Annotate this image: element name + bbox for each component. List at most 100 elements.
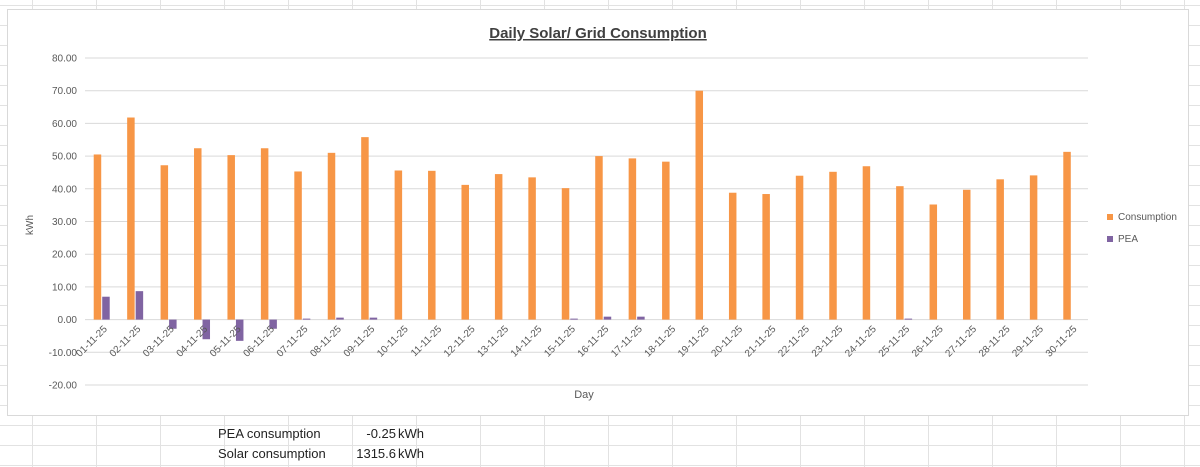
x-tick-label: 07-11-25 [275, 324, 311, 360]
bar-consumption-27-11-25[interactable] [962, 189, 971, 320]
x-axis: 01-11-2502-11-2503-11-2504-11-2505-11-25… [74, 324, 1079, 360]
bar-consumption-21-11-25[interactable] [762, 194, 770, 320]
bar-pea-08-11-25[interactable] [336, 317, 344, 320]
legend-swatch-pea [1107, 236, 1113, 242]
x-tick-label: 14-11-25 [509, 324, 545, 360]
bar-consumption-26-11-25[interactable] [929, 204, 938, 320]
y-tick-label: 20.00 [52, 250, 77, 261]
x-tick-label: 08-11-25 [308, 324, 344, 360]
gridlines [85, 57, 1088, 386]
bar-pea-16-11-25[interactable] [603, 316, 612, 320]
y-tick-label: 40.00 [52, 184, 77, 195]
x-tick-label: 28-11-25 [977, 324, 1013, 360]
x-tick-label: 23-11-25 [810, 324, 846, 360]
x-tick-label: 30-11-25 [1044, 324, 1080, 360]
bar-consumption-05-11-25[interactable] [227, 155, 235, 320]
bar-consumption-11-11-25[interactable] [428, 170, 436, 320]
bar-consumption-22-11-25[interactable] [795, 175, 804, 320]
bar-consumption-14-11-25[interactable] [528, 177, 536, 320]
bar-consumption-15-11-25[interactable] [561, 188, 570, 320]
bar-pea-01-11-25[interactable] [102, 296, 110, 320]
pea-consumption-label: PEA consumption [218, 426, 321, 441]
bar-consumption-28-11-25[interactable] [996, 179, 1004, 320]
x-tick-label: 10-11-25 [375, 324, 411, 360]
bar-pea-25-11-25[interactable] [904, 318, 913, 320]
bar-pea-04-11-25[interactable] [202, 319, 211, 340]
bar-consumption-07-11-25[interactable] [294, 171, 302, 320]
bar-consumption-04-11-25[interactable] [194, 148, 202, 320]
bar-consumption-01-11-25[interactable] [93, 154, 102, 320]
solar-consumption-row: Solar consumption 1315.6 kWh [212, 444, 448, 464]
bar-pea-07-11-25[interactable] [302, 318, 311, 320]
bar-pea-17-11-25[interactable] [637, 316, 645, 320]
x-tick-label: 26-11-25 [910, 324, 946, 360]
x-tick-label: 05-11-25 [208, 324, 244, 360]
x-tick-label: 20-11-25 [710, 324, 746, 360]
x-tick-label: 29-11-25 [1010, 324, 1046, 360]
x-tick-label: 21-11-25 [743, 324, 779, 360]
y-tick-label: 10.00 [52, 282, 77, 293]
y-tick-label: 30.00 [52, 217, 77, 228]
y-tick-label: 70.00 [52, 86, 77, 97]
bar-consumption-24-11-25[interactable] [862, 166, 871, 320]
bar-consumption-06-11-25[interactable] [260, 148, 269, 320]
bar-pea-05-11-25[interactable] [235, 319, 244, 341]
bar-consumption-10-11-25[interactable] [394, 170, 403, 320]
chart-title: Daily Solar/ Grid Consumption [489, 25, 707, 42]
x-tick-label: 09-11-25 [342, 324, 378, 360]
bar-consumption-16-11-25[interactable] [595, 156, 603, 320]
bar-pea-02-11-25[interactable] [135, 291, 144, 320]
y-tick-label: 50.00 [52, 152, 77, 163]
y-axis-label: kWh [25, 215, 36, 235]
x-axis-label: Day [574, 389, 594, 401]
bar-consumption-03-11-25[interactable] [160, 165, 169, 320]
legend-swatch-consumption [1107, 214, 1113, 220]
y-tick-label: -10.00 [49, 348, 78, 359]
bar-consumption-29-11-25[interactable] [1029, 175, 1038, 320]
x-tick-label: 17-11-25 [609, 324, 645, 360]
bar-consumption-17-11-25[interactable] [628, 158, 637, 320]
y-tick-label: -20.00 [49, 381, 78, 392]
pea-consumption-unit: kWh [398, 426, 424, 441]
x-tick-label: 22-11-25 [776, 324, 812, 360]
x-tick-label: 19-11-25 [676, 324, 712, 360]
x-tick-label: 01-11-25 [74, 324, 110, 360]
x-tick-label: 11-11-25 [409, 324, 444, 359]
bar-consumption-18-11-25[interactable] [662, 161, 670, 320]
bar-consumption-30-11-25[interactable] [1063, 151, 1071, 320]
bar-consumption-19-11-25[interactable] [695, 90, 704, 320]
x-tick-label: 27-11-25 [944, 324, 980, 360]
solar-consumption-value: 1315.6 [356, 446, 396, 461]
x-tick-label: 04-11-25 [175, 324, 211, 360]
y-tick-label: 0.00 [58, 315, 78, 326]
chart-area[interactable]: -20.00 -10.00 0.00 10.00 20.00 30.00 40.00 50.0… [7, 9, 1189, 416]
pea-consumption-row: PEA consumption -0.25 kWh [212, 424, 448, 444]
pea-consumption-value: -0.25 [366, 426, 396, 441]
bar-consumption-02-11-25[interactable] [127, 117, 135, 320]
x-tick-label: 13-11-25 [475, 324, 511, 360]
bar-consumption-20-11-25[interactable] [728, 192, 737, 320]
x-tick-label: 16-11-25 [576, 324, 612, 360]
x-tick-label: 06-11-25 [241, 324, 277, 360]
solar-consumption-label: Solar consumption [218, 446, 326, 461]
bar-consumption-09-11-25[interactable] [361, 137, 369, 320]
bar-consumption-08-11-25[interactable] [327, 152, 336, 320]
bar-consumption-25-11-25[interactable] [896, 186, 904, 320]
y-axis: -20.00 -10.00 0.00 10.00 20.00 30.00 40.00 50.0… [49, 54, 78, 392]
solar-consumption-unit: kWh [398, 446, 424, 461]
x-tick-label: 03-11-25 [141, 324, 177, 360]
x-tick-label: 02-11-25 [108, 324, 144, 360]
summary-table: PEA consumption -0.25 kWh Solar consumpt… [212, 424, 448, 464]
bar-pea-15-11-25[interactable] [570, 318, 578, 320]
chart-svg: -20.00 -10.00 0.00 10.00 20.00 30.00 40.00 50.0… [25, 25, 1177, 401]
bar-pea-09-11-25[interactable] [369, 317, 378, 320]
legend-label-pea: PEA [1118, 234, 1138, 245]
y-tick-label: 60.00 [52, 119, 77, 130]
bars [93, 90, 1071, 341]
x-tick-label: 15-11-25 [542, 324, 578, 360]
bar-pea-03-11-25[interactable] [169, 319, 177, 329]
bar-consumption-12-11-25[interactable] [461, 184, 469, 320]
bar-consumption-23-11-25[interactable] [829, 171, 837, 320]
bar-pea-06-11-25[interactable] [269, 319, 277, 329]
bar-consumption-13-11-25[interactable] [494, 174, 503, 320]
